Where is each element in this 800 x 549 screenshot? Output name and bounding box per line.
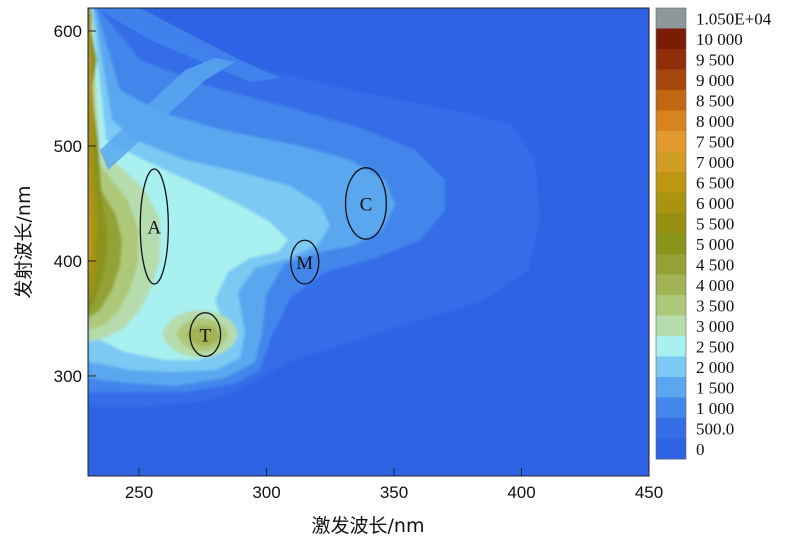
colorbar-label: 4 500 — [696, 255, 734, 274]
colorbar-label: 500.0 — [696, 419, 734, 438]
peak-a-ellipse — [139, 168, 169, 285]
peak-annotations: A T M C — [139, 167, 388, 358]
colorbar-swatch — [656, 151, 686, 173]
colorbar-label: 8 000 — [696, 112, 734, 131]
colorbar-label: 5 000 — [696, 235, 734, 254]
colorbar-swatch — [656, 131, 686, 152]
colorbar-label: 10 000 — [696, 30, 743, 49]
scatter-streak-lower — [100, 58, 235, 170]
peak-t-label: T — [199, 326, 211, 347]
colorbar-label: 3 000 — [696, 317, 734, 336]
colorbar-swatch — [656, 69, 686, 91]
contour-band-4000-T — [186, 325, 220, 346]
peak-c-ellipse — [344, 167, 388, 240]
colorbar-swatch — [656, 274, 686, 296]
colorbar-swatch — [656, 49, 686, 70]
plot-frame — [87, 7, 650, 477]
colorbar-swatch — [656, 254, 686, 275]
colorbar-swatch — [656, 233, 686, 255]
colorbar-swatch — [656, 315, 686, 337]
colorbar-swatch — [656, 8, 686, 29]
x-tick-label: 250 — [125, 483, 153, 502]
contour-band-7000 — [88, 20, 91, 280]
colorbar-swatch — [656, 336, 686, 357]
x-axis: 250 300 350 400 450 — [125, 468, 663, 502]
colorbar-swatch — [656, 377, 686, 398]
y-tick-label: 400 — [54, 252, 82, 271]
colorbar-label: 8 500 — [696, 91, 734, 110]
x-tick-label: 450 — [635, 483, 663, 502]
peak-t-ellipse — [189, 312, 222, 358]
x-tick-label: 350 — [380, 483, 408, 502]
scatter-streaks — [96, 8, 280, 170]
x-tick-label: 300 — [252, 483, 280, 502]
colorbar-label: 2 500 — [696, 337, 734, 356]
peak-m-label: M — [296, 253, 313, 274]
colorbar-swatch — [656, 438, 686, 460]
y-tick-label: 500 — [54, 137, 82, 156]
y-tick-label: 300 — [54, 367, 82, 386]
colorbar-label: 7 000 — [696, 153, 734, 172]
colorbar-frame — [655, 7, 687, 460]
y-axis: 300 400 500 600 — [54, 22, 96, 386]
colorbar-label: 9 000 — [696, 71, 734, 90]
colorbar-swatch — [656, 192, 686, 214]
colorbar-swatch — [656, 295, 686, 316]
colorbar-swatch — [656, 110, 686, 132]
peak-c-label: C — [360, 194, 373, 215]
colorbar-label: 9 500 — [696, 50, 734, 69]
colorbar-swatch — [656, 172, 686, 193]
colorbar-swatch — [656, 28, 686, 50]
peak-m-ellipse — [290, 239, 320, 285]
colorbar-label: 6 000 — [696, 194, 734, 213]
colorbar-label: 7 500 — [696, 132, 734, 151]
colorbar-swatch — [656, 213, 686, 234]
peak-a-label: A — [147, 217, 161, 238]
colorbar-swatch — [656, 418, 686, 439]
colorbar-swatch — [656, 356, 686, 378]
colorbar-label: 1.050E+04 — [696, 9, 772, 28]
colorbar-label: 1 500 — [696, 378, 734, 397]
colorbar-label: 0 — [696, 440, 705, 459]
colorbar-swatch — [656, 90, 686, 111]
colorbar-label: 6 500 — [696, 173, 734, 192]
x-axis-title: 激发波长/nm — [312, 515, 425, 537]
colorbar-label: 2 000 — [696, 358, 734, 377]
colorbar-label: 4 000 — [696, 276, 734, 295]
colorbar-label: 3 500 — [696, 296, 734, 315]
colorbar-label: 5 500 — [696, 214, 734, 233]
colorbar-swatch — [656, 397, 686, 419]
y-axis-title: 发射波长/nm — [13, 186, 35, 299]
y-tick-label: 600 — [54, 22, 82, 41]
scatter-streak-upper — [96, 8, 280, 82]
colorbar-label: 1 000 — [696, 399, 734, 418]
x-tick-label: 400 — [507, 483, 535, 502]
